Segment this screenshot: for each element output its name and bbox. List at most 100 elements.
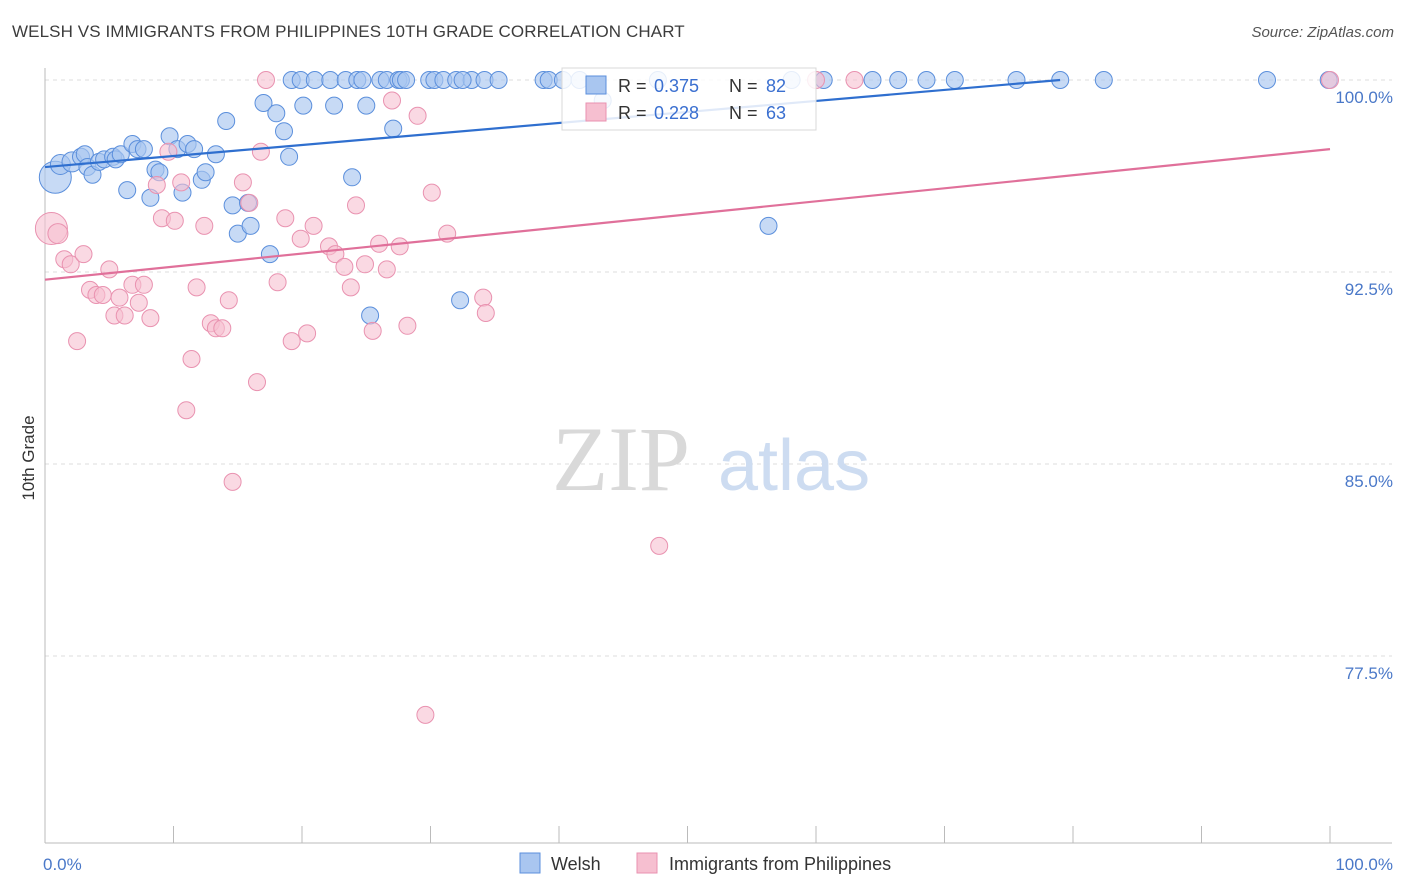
chart-source: Source: ZipAtlas.com	[1251, 24, 1394, 41]
philippines-point	[47, 223, 69, 245]
stats-phil-swatch	[585, 102, 607, 122]
philippines-point	[398, 316, 417, 335]
stats-phil-r-value: 0.228	[654, 103, 699, 123]
stats-welsh-swatch	[585, 75, 607, 95]
philippines-point	[68, 332, 87, 351]
philippines-point	[195, 216, 214, 235]
philippines-point	[165, 211, 184, 230]
philippines-point	[115, 306, 134, 325]
welsh-point	[254, 94, 273, 112]
philippines-point	[240, 193, 259, 212]
philippines-point	[187, 278, 206, 297]
philippines-point	[422, 183, 441, 202]
philippines-point	[223, 472, 242, 491]
philippines-point	[1321, 71, 1339, 89]
grid-lines	[45, 79, 1392, 657]
welsh-point	[397, 71, 416, 89]
welsh-point	[305, 71, 324, 89]
philippines-point	[74, 245, 93, 264]
philippines-point	[276, 209, 295, 228]
philippines-point	[177, 401, 196, 420]
philippines-point	[251, 142, 270, 161]
welsh-point	[275, 122, 293, 141]
stats-welsh-r-value: 0.375	[654, 76, 699, 96]
y-tick-label: 85.0%	[1345, 472, 1393, 491]
welsh-point	[134, 140, 153, 159]
welsh-point	[353, 71, 372, 89]
legend-welsh-label: Welsh	[551, 854, 601, 874]
philippines-point	[129, 293, 148, 312]
philippines-point	[356, 255, 374, 274]
stats-phil-n-label: N =	[729, 103, 758, 123]
welsh-point	[451, 291, 470, 310]
philippines-point	[282, 332, 301, 351]
welsh-point	[223, 196, 242, 215]
welsh-point	[260, 245, 279, 264]
welsh-point	[1007, 71, 1026, 89]
philippines-point	[213, 319, 232, 338]
welsh-point	[280, 147, 299, 166]
welsh-point	[357, 96, 376, 115]
philippines-point	[134, 275, 153, 294]
y-tick-label: 77.5%	[1345, 664, 1393, 683]
y-tick-label: 100.0%	[1335, 88, 1393, 107]
welsh-point	[241, 216, 260, 235]
y-axis-label: 10th Grade	[19, 415, 38, 500]
philippines-point	[347, 196, 365, 215]
welsh-point	[196, 163, 215, 182]
welsh-point	[343, 168, 362, 187]
philippines-point	[147, 176, 166, 194]
philippines-point	[845, 71, 864, 89]
welsh-point	[206, 145, 225, 164]
welsh-point	[917, 71, 936, 89]
welsh-point	[325, 96, 344, 115]
stats-welsh-r-label: R =	[618, 76, 647, 96]
stats-phil-r-label: R =	[618, 103, 647, 123]
x-tick-label: 0.0%	[43, 855, 82, 874]
philippines-point	[61, 255, 80, 274]
welsh-point	[267, 104, 286, 123]
philippines-point	[268, 273, 287, 292]
axes	[44, 68, 1392, 844]
welsh-point	[118, 181, 137, 200]
philippines-point	[341, 278, 360, 297]
welsh-trend-line	[44, 78, 1061, 169]
watermark-atlas: atlas	[718, 426, 870, 506]
welsh-point	[321, 71, 340, 89]
welsh-point	[1094, 71, 1113, 89]
y-tick-label: 92.5%	[1345, 280, 1393, 299]
philippines-point	[408, 106, 427, 125]
philippines-point	[474, 288, 493, 307]
stats-phil-n-value: 63	[766, 103, 786, 123]
philippines-point	[416, 705, 435, 724]
philippines-point	[335, 257, 354, 276]
philippines-point	[182, 350, 201, 368]
philippines-point	[248, 373, 266, 392]
philippines-point	[298, 324, 317, 343]
philippines-point	[141, 309, 160, 328]
welsh-point	[489, 71, 508, 89]
philippines-point	[304, 216, 323, 235]
philippines-point	[110, 288, 129, 307]
philippines-point	[370, 234, 389, 253]
philippines-point	[291, 229, 310, 248]
philippines-point	[390, 237, 409, 256]
philippines-point	[100, 260, 119, 279]
philippines-point	[377, 260, 396, 279]
philippines-point	[233, 173, 252, 192]
welsh-point	[945, 71, 964, 89]
welsh-point	[863, 71, 882, 89]
y-axis-title: 10th Grade	[19, 415, 38, 500]
welsh-point	[294, 96, 313, 115]
welsh-point	[217, 112, 236, 130]
philippines-point	[476, 304, 495, 322]
trend-lines	[44, 78, 1331, 281]
philippines-point	[219, 291, 238, 310]
philippines-point	[172, 173, 191, 192]
welsh-point	[759, 216, 778, 235]
legend: Welsh Immigrants from Philippines	[519, 852, 891, 874]
welsh-point	[453, 71, 472, 89]
x-tick-label: 100.0%	[1335, 855, 1393, 874]
philippines-point	[650, 536, 669, 555]
